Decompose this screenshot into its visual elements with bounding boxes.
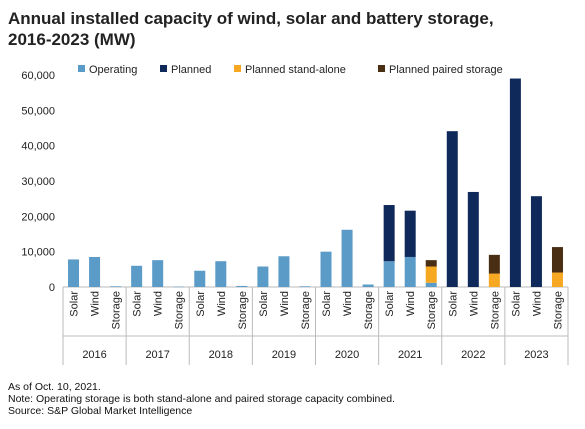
bar-segment	[215, 261, 227, 287]
x-category-label: Wind	[342, 291, 354, 316]
bar-segment	[383, 261, 395, 287]
legend-label: Planned paired storage	[389, 64, 503, 76]
bar-segment	[257, 266, 269, 287]
legend-label: Operating	[89, 64, 137, 76]
bar-segment	[509, 78, 521, 288]
x-category-label: Wind	[531, 291, 543, 316]
x-category-label: Storage	[363, 291, 375, 330]
x-category-label: Solar	[132, 291, 144, 317]
bar-segment	[425, 260, 437, 267]
bar-segment	[446, 131, 458, 287]
legend-swatch	[160, 65, 167, 72]
legend-swatch	[78, 65, 85, 72]
x-category-label: Wind	[279, 291, 291, 316]
x-category-label: Solar	[510, 291, 522, 317]
x-group-year-label: 2020	[335, 349, 359, 361]
y-tick-label: 0	[49, 282, 55, 294]
bar-segment	[89, 256, 101, 287]
x-category-label: Storage	[552, 291, 564, 330]
bar-segment	[110, 286, 122, 287]
bar-segment	[362, 284, 374, 287]
bar-segment	[299, 286, 311, 287]
chart-title-line-2: 2016-2023 (MW)	[8, 30, 136, 49]
x-category-label: Storage	[426, 291, 438, 330]
x-category-label: Solar	[321, 291, 333, 317]
x-group-year-label: 2018	[209, 349, 233, 361]
x-group-year-label: 2019	[272, 349, 296, 361]
x-group-year-label: 2023	[524, 349, 548, 361]
x-category-label: Wind	[153, 291, 165, 316]
y-tick-label: 10,000	[21, 247, 55, 259]
legend-swatch	[378, 65, 385, 72]
x-group-year-label: 2022	[461, 349, 485, 361]
bar-segment	[341, 229, 353, 287]
x-category-label: Wind	[405, 291, 417, 316]
y-tick-label: 20,000	[21, 211, 55, 223]
note-source: Source: S&P Global Market Intelligence	[8, 405, 193, 417]
bar-segment	[152, 260, 164, 287]
x-category-label: Wind	[468, 291, 480, 316]
note-as-of: As of Oct. 10, 2021.	[8, 381, 101, 393]
x-category-label: Storage	[300, 291, 312, 330]
x-category-label: Solar	[384, 291, 396, 317]
bar-segment	[425, 266, 437, 283]
bar-segment	[488, 254, 500, 274]
bar-segment	[383, 205, 395, 262]
bar-segment	[278, 256, 290, 287]
bar-segment	[131, 265, 143, 287]
x-category-label: Solar	[447, 291, 459, 317]
x-group-year-label: 2017	[145, 349, 169, 361]
chart-title-line-1: Annual installed capacity of wind, solar…	[8, 9, 494, 28]
legend-label: Planned	[171, 64, 211, 76]
bar-segment	[320, 251, 332, 287]
legend-label: Planned stand-alone	[245, 64, 346, 76]
x-category-label: Wind	[216, 291, 228, 316]
x-category-label: Storage	[174, 291, 186, 330]
chart-title: Annual installed capacity of wind, solar…	[8, 8, 568, 50]
stacked-bar-chart: 0 10,000 20,000 30,000 40,000 50,000 60,000 Ope…	[21, 64, 569, 365]
note-storage: Note: Operating storage is both stand-al…	[8, 393, 395, 405]
y-tick-label: 50,000	[21, 105, 55, 117]
bar-segment	[236, 285, 248, 287]
bar-segment	[194, 270, 206, 287]
x-category-label: Storage	[111, 291, 123, 330]
legend-swatch	[234, 65, 241, 72]
x-group-year-label: 2021	[398, 349, 422, 361]
bar-segment	[551, 272, 563, 287]
x-category-label: Solar	[258, 291, 270, 317]
bar-segment	[530, 196, 542, 287]
bar-segment	[404, 210, 416, 257]
bar-segment	[404, 256, 416, 287]
bar-segment	[488, 273, 500, 287]
x-group-year-label: 2016	[82, 349, 106, 361]
x-category-label: Storage	[237, 291, 249, 330]
bar-segment	[425, 282, 437, 287]
bar-segment	[551, 247, 563, 273]
bar-segment	[68, 259, 80, 287]
x-category-label: Solar	[195, 291, 207, 317]
bar-segment	[173, 286, 185, 288]
y-tick-label: 60,000	[21, 70, 55, 82]
y-tick-label: 30,000	[21, 176, 55, 188]
y-tick-label: 40,000	[21, 141, 55, 153]
bar-segment	[467, 191, 479, 287]
x-category-label: Wind	[90, 291, 102, 316]
x-category-label: Solar	[69, 291, 81, 317]
chart-notes: As of Oct. 10, 2021. Note: Operating sto…	[8, 381, 395, 417]
x-category-label: Storage	[489, 291, 501, 330]
